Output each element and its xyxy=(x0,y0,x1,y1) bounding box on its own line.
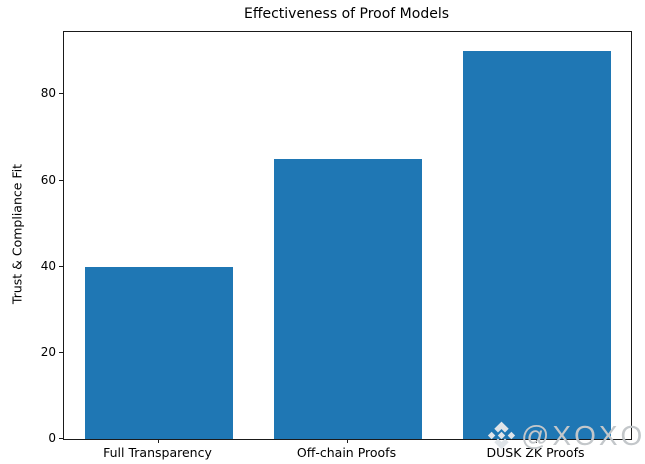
y-tick-mark xyxy=(59,93,63,95)
x-tick-label: DUSK ZK Proofs xyxy=(486,445,585,460)
chart-title: Effectiveness of Proof Models xyxy=(243,6,450,22)
y-tick-label: 60 xyxy=(40,172,56,187)
bar-off-chain-proofs xyxy=(273,159,422,439)
bar-dusk-zk-proofs xyxy=(462,51,611,439)
y-tick-label: 80 xyxy=(40,86,56,101)
x-tick-mark xyxy=(346,439,348,443)
y-tick-mark xyxy=(59,179,63,181)
x-tick-mark xyxy=(535,439,537,443)
y-tick-label: 40 xyxy=(40,258,56,273)
y-tick-mark xyxy=(59,438,63,439)
bar-full-transparency xyxy=(84,266,233,439)
x-tick-label: Full Transparency xyxy=(103,445,212,460)
x-tick-mark xyxy=(157,439,159,443)
y-tick-label: 20 xyxy=(40,344,56,359)
y-tick-mark xyxy=(59,351,63,353)
plot-area xyxy=(63,31,632,440)
x-tick-label: Off-chain Proofs xyxy=(296,445,397,460)
y-tick-mark xyxy=(59,265,63,267)
y-tick-label: 0 xyxy=(48,431,56,445)
